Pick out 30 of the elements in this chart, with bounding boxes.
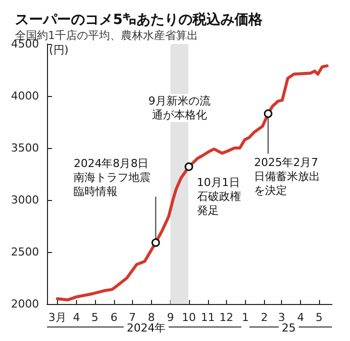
- x-tick-label: 9: [166, 311, 174, 324]
- x-tick-label: 7: [128, 311, 136, 324]
- x-tick-label: 5: [91, 311, 98, 324]
- x-tick-label: 1: [242, 311, 249, 324]
- y-tick-label: 2000: [10, 298, 39, 310]
- x-tick-label: 4: [297, 311, 304, 324]
- x-tick-label: 3月: [48, 311, 66, 324]
- x-tick-label: 5: [316, 311, 323, 324]
- text: 25: [282, 322, 296, 334]
- annotation: 2024年8月8日南海トラフ地震臨時情報: [74, 157, 151, 198]
- y-tick-label: 2500: [10, 246, 39, 258]
- x-tick-label: 11: [200, 311, 215, 324]
- y-axis-title: (円): [48, 44, 69, 56]
- x-tick-label: 2: [260, 311, 268, 324]
- x-tick-label: 6: [110, 311, 118, 324]
- x-tick-label: 10: [182, 311, 196, 324]
- x-tick-label: 4: [72, 311, 80, 324]
- y-tick-label: 4500: [10, 38, 39, 50]
- annotation: 2025年2月7日備蓄米放出を決定: [254, 156, 320, 198]
- x-tick-label: 8: [148, 311, 155, 324]
- y-tick-label: 3000: [10, 194, 39, 206]
- y-tick-label: 4000: [10, 90, 39, 102]
- annotation: 10月1日石破政権発足: [196, 176, 241, 218]
- text: 2024年: [126, 322, 166, 334]
- x-tick-label: 3: [278, 311, 286, 324]
- band-label: 9月新米の流通が本格化: [148, 94, 210, 122]
- line-series: [56, 64, 329, 302]
- chart-title: スーパーのコメ5㌔あたりの税込み価格: [15, 11, 264, 28]
- y-tick-label: 3500: [10, 142, 39, 154]
- x-tick-label: 12: [219, 311, 234, 324]
